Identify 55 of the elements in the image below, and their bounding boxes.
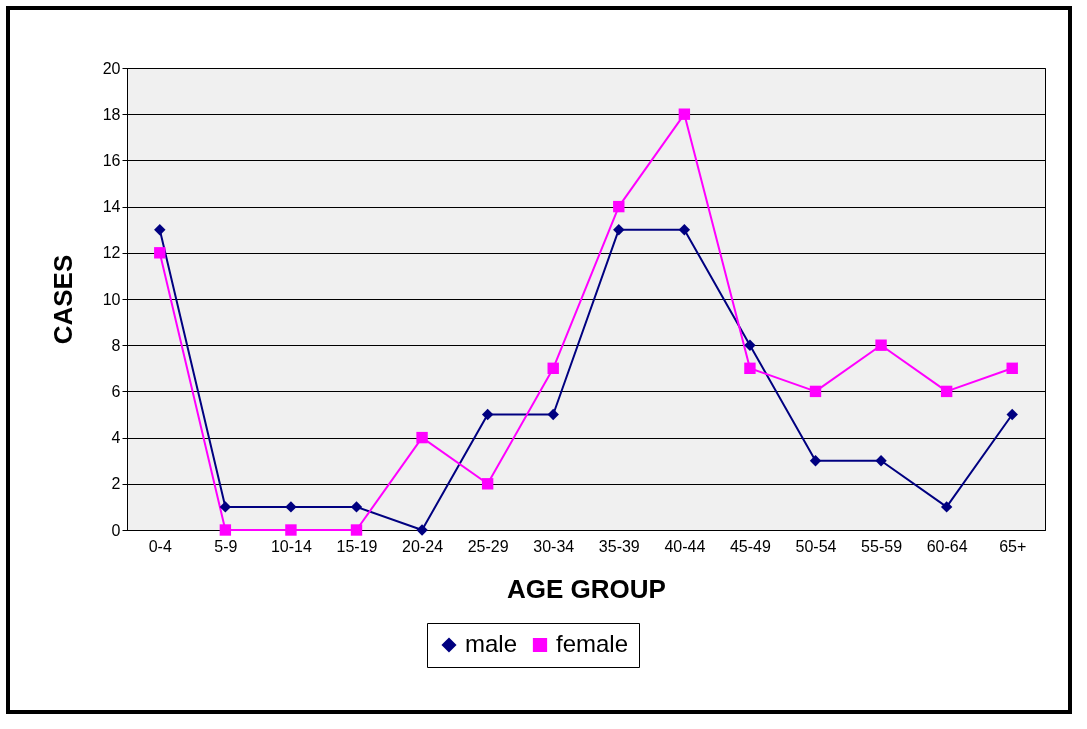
y-tick-label: 20 [102, 59, 121, 77]
y-tick-label: 12 [102, 244, 121, 262]
y-tick-label: 18 [102, 105, 121, 123]
point [809, 385, 822, 398]
y-tick-label: 10 [102, 290, 121, 308]
legend-label: female [556, 630, 629, 657]
x-tick-label: 40-44 [664, 537, 706, 555]
x-tick-label: 15-19 [336, 537, 378, 555]
point [481, 478, 494, 490]
x-tick-label: 55-59 [861, 537, 903, 555]
x-tick-label: 45-49 [729, 537, 771, 555]
point [350, 524, 363, 536]
point [940, 385, 953, 398]
x-tick-label: 30-34 [533, 537, 575, 555]
point [547, 408, 559, 421]
point [481, 408, 494, 421]
y-tick-label: 14 [102, 198, 121, 216]
point [1006, 362, 1018, 374]
point [416, 524, 428, 536]
point [744, 362, 756, 374]
y-tick-label: 6 [111, 382, 121, 400]
point [285, 524, 297, 536]
x-tick-label: 60-64 [926, 537, 968, 555]
point [219, 524, 232, 536]
x-axis-title: AGE GROUP [507, 573, 666, 604]
point [875, 339, 887, 351]
y-tick-label: 2 [111, 475, 121, 493]
x-tick-label: 35-39 [598, 537, 640, 555]
point [678, 108, 691, 120]
y-tick-label: 0 [111, 521, 121, 539]
x-tick-label: 5-9 [214, 537, 238, 555]
x-tick-label: 20-24 [402, 537, 444, 555]
point [678, 224, 691, 236]
point [154, 247, 166, 259]
point [416, 431, 428, 444]
point [285, 501, 297, 513]
point [875, 455, 887, 467]
x-tick-label: 50-54 [795, 537, 837, 555]
point [547, 362, 559, 374]
x-tick-label: 0-4 [148, 537, 172, 555]
legend-label: male [465, 630, 518, 657]
point [613, 224, 625, 236]
point [154, 224, 166, 236]
y-tick-label: 4 [111, 429, 121, 447]
y-tick-label: 8 [111, 336, 121, 354]
y-tick-label: 16 [102, 151, 121, 169]
point [1006, 408, 1018, 421]
y-axis-title: CASES [47, 254, 78, 345]
point [940, 501, 953, 513]
x-tick-label: 25-29 [467, 537, 509, 555]
point [613, 200, 625, 213]
point [809, 455, 822, 467]
x-tick-label: 10-14 [270, 537, 312, 555]
x-tick-label: 65+ [999, 537, 1027, 555]
point [744, 339, 756, 351]
